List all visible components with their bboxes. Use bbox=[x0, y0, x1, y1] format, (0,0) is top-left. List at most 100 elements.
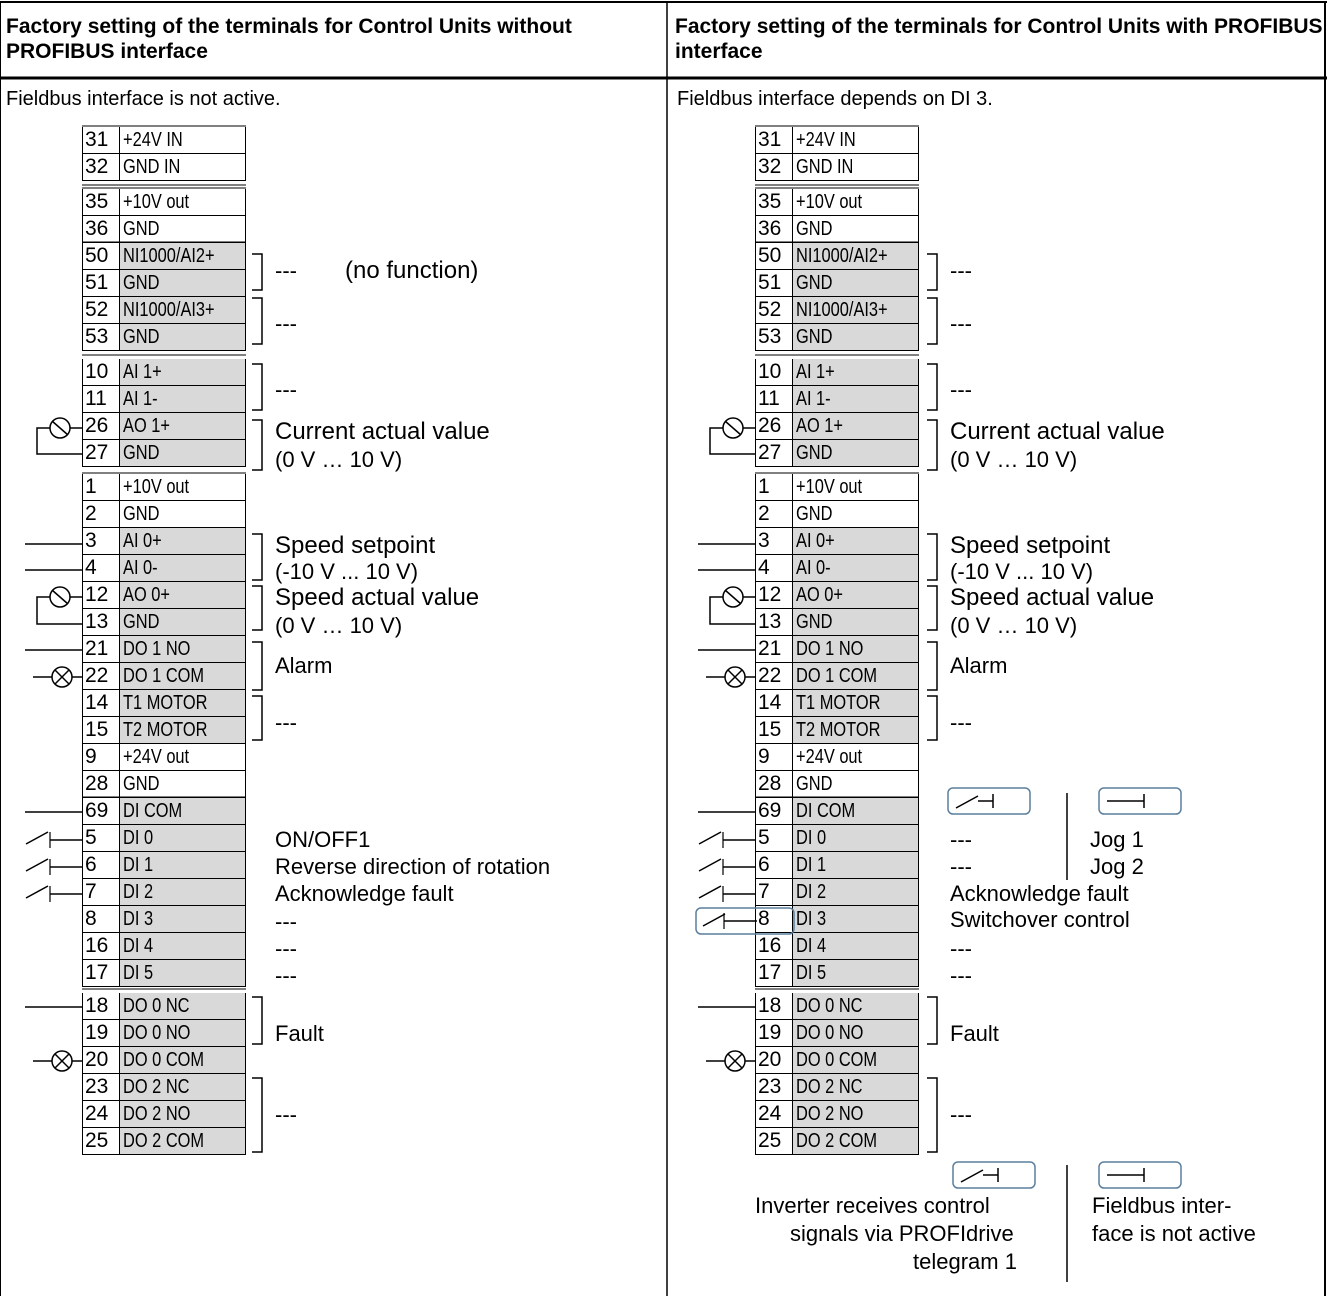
function-di2: Acknowledge fault bbox=[275, 881, 454, 906]
terminal-label-cell: T2 MOTOR bbox=[120, 717, 245, 743]
terminal-row: 8 DI 3 bbox=[82, 906, 246, 933]
terminal-number-cell: 11 bbox=[756, 386, 793, 412]
terminal-number-cell: 8 bbox=[756, 906, 793, 932]
terminal-row: 7 DI 2 bbox=[82, 879, 246, 906]
legend-fieldbus-1: Fieldbus inter- bbox=[1092, 1193, 1232, 1218]
terminal-number: 28 bbox=[85, 772, 109, 795]
terminal-number-cell: 51 bbox=[83, 270, 120, 296]
bracket-do1 bbox=[252, 641, 263, 691]
terminal-number-cell: 31 bbox=[83, 127, 120, 153]
terminal-number-cell: 9 bbox=[756, 744, 793, 770]
terminal-row: 2 GND bbox=[755, 501, 919, 528]
terminal-row: 4 AI 0- bbox=[755, 555, 919, 582]
terminal-label: GND bbox=[796, 442, 833, 464]
terminal-number-cell: 11 bbox=[83, 386, 120, 412]
terminal-row: 3 AI 0+ bbox=[755, 528, 919, 555]
terminal-number-cell: 51 bbox=[756, 270, 793, 296]
terminal-row: 21 DO 1 NO bbox=[82, 636, 246, 663]
terminal-number-cell: 23 bbox=[756, 1074, 793, 1100]
terminal-number-cell: 69 bbox=[756, 798, 793, 824]
terminal-row: 32 GND IN bbox=[755, 154, 919, 181]
terminal-label: AI 1- bbox=[123, 388, 158, 410]
terminal-label: AO 0+ bbox=[796, 584, 843, 606]
bracket-do1 bbox=[927, 641, 938, 691]
terminal-number-cell: 21 bbox=[83, 636, 120, 662]
terminal-number-cell: 50 bbox=[83, 243, 120, 269]
terminal-row: 23 DO 2 NC bbox=[82, 1074, 246, 1101]
terminal-label-cell: +24V out bbox=[793, 744, 918, 770]
terminal-number-cell: 16 bbox=[756, 933, 793, 959]
terminal-label-cell: GND bbox=[120, 501, 245, 527]
terminal-number-cell: 1 bbox=[83, 474, 120, 500]
function-ai2: --- bbox=[950, 258, 972, 283]
terminal-label-cell: DI 5 bbox=[793, 960, 918, 986]
function-ao1-range: (0 V … 10 V) bbox=[950, 447, 1078, 472]
terminal-number: 21 bbox=[758, 637, 782, 660]
bracket-ao1 bbox=[252, 419, 263, 471]
terminal-row: 69 DI COM bbox=[82, 798, 246, 825]
terminal-number-cell: 7 bbox=[83, 879, 120, 905]
terminal-label: DI 3 bbox=[796, 908, 827, 930]
terminal-label-cell: DI 0 bbox=[793, 825, 918, 851]
terminal-label-cell: DI 4 bbox=[793, 933, 918, 959]
terminal-number-cell: 7 bbox=[756, 879, 793, 905]
terminal-number-cell: 6 bbox=[756, 852, 793, 878]
function-do1: Alarm bbox=[950, 653, 1008, 678]
bracket-ao0 bbox=[927, 585, 938, 631]
function-do0: Fault bbox=[275, 1021, 324, 1046]
function-ao0-title: Speed actual value bbox=[950, 584, 1155, 611]
terminal-label: AO 1+ bbox=[796, 415, 843, 437]
terminal-number: 51 bbox=[85, 271, 109, 294]
terminal-row: 4 AI 0- bbox=[82, 555, 246, 582]
terminal-row: 3 AI 0+ bbox=[82, 528, 246, 555]
bracket-do0 bbox=[252, 996, 263, 1045]
function-do2: --- bbox=[275, 1102, 297, 1127]
terminal-row: 5 DI 0 bbox=[755, 825, 919, 852]
terminal-number: 21 bbox=[85, 637, 109, 660]
terminal-label-cell: DO 0 NC bbox=[120, 993, 245, 1019]
lamp-cross bbox=[727, 1053, 743, 1069]
lamp-cross bbox=[54, 1053, 70, 1069]
terminal-number: 26 bbox=[758, 414, 782, 437]
terminal-number: 35 bbox=[758, 190, 782, 213]
terminal-number-cell: 28 bbox=[756, 771, 793, 797]
terminal-label: T1 MOTOR bbox=[123, 692, 208, 714]
terminal-label-cell: DI COM bbox=[120, 798, 245, 824]
terminal-label: DO 2 NC bbox=[123, 1076, 190, 1098]
terminal-number: 2 bbox=[758, 502, 770, 525]
terminal-label-cell: +10V out bbox=[120, 189, 245, 215]
terminal-number-cell: 20 bbox=[756, 1047, 793, 1073]
terminal-row: 69 DI COM bbox=[755, 798, 919, 825]
function-di4: --- bbox=[950, 936, 972, 961]
terminal-number: 10 bbox=[758, 360, 782, 383]
terminal-label-cell: +10V out bbox=[793, 474, 918, 500]
terminal-label-cell: GND bbox=[120, 324, 245, 350]
terminal-row: 9 +24V out bbox=[755, 744, 919, 771]
terminal-row: 22 DO 1 COM bbox=[755, 663, 919, 690]
terminal-number: 14 bbox=[758, 691, 782, 714]
terminal-label: AI 1+ bbox=[123, 361, 162, 383]
terminal-number: 20 bbox=[85, 1048, 109, 1071]
terminal-number-cell: 15 bbox=[756, 717, 793, 743]
terminal-label-cell: DO 1 NO bbox=[120, 636, 245, 662]
function-do1: Alarm bbox=[275, 653, 333, 678]
terminal-number: 24 bbox=[85, 1102, 109, 1125]
terminal-number-cell: 26 bbox=[83, 413, 120, 439]
terminal-number-cell: 4 bbox=[83, 555, 120, 581]
switch-contact bbox=[955, 795, 979, 809]
terminal-label: NI1000/AI3+ bbox=[796, 299, 888, 321]
terminal-number: 8 bbox=[85, 907, 97, 930]
no-function-note: (no function) bbox=[345, 257, 479, 284]
terminal-label-cell: DI 3 bbox=[793, 906, 918, 932]
terminal-label: DO 2 COM bbox=[123, 1130, 205, 1152]
terminal-label-cell: GND bbox=[793, 609, 918, 635]
terminal-number: 4 bbox=[85, 556, 97, 579]
terminal-label-cell: AI 1- bbox=[120, 386, 245, 412]
terminal-label-cell: AI 1+ bbox=[120, 359, 245, 385]
bracket-ai2 bbox=[252, 253, 263, 291]
terminal-number-cell: 3 bbox=[756, 528, 793, 554]
terminal-number-cell: 22 bbox=[756, 663, 793, 689]
terminal-number: 11 bbox=[758, 387, 780, 410]
terminal-label: T2 MOTOR bbox=[796, 719, 881, 741]
